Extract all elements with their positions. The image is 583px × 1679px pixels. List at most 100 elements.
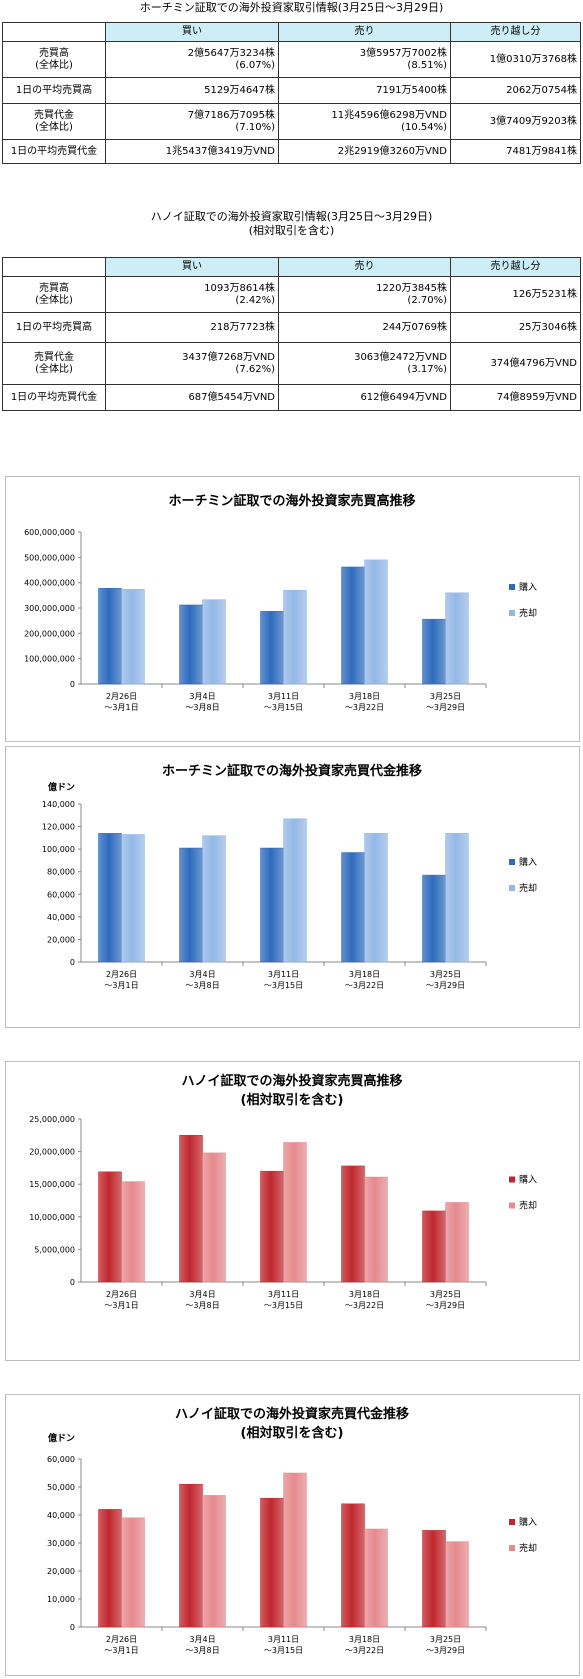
hnx-table-title-subline: (相対取引を含む) [248,224,335,237]
x-tick-label: ～3月22日 [345,1646,384,1655]
bar-buy [260,847,284,963]
table-row: 売買高 (全体比) 1093万8614株 (2.42%) 1220万3845株 (2.… [2,276,581,313]
x-tick-label: ～3月1日 [104,1301,138,1310]
legend-label: 購入 [519,856,537,868]
x-tick-label: ～3月22日 [345,703,384,712]
legend-label: 売却 [519,1542,537,1554]
y-tick-label: 100,000,000 [24,655,75,664]
x-tick-label: ～3月1日 [104,981,138,990]
x-tick-label: 2月26日 [106,970,137,979]
hose-volume-chart-svg: ホーチミン証取での海外投資家売買高推移 0 100,000,000 200,000,0… [24,493,537,712]
y-unit-label: 億ドン [48,1432,75,1444]
y-tick-label: 10,000 [47,1595,75,1604]
y-tick-label: 120,000 [42,823,75,832]
table-row: 売買代金 (全体比) 3437億7268万VND (7.62%) 3063億2472… [2,342,581,385]
x-tick-label: 2月26日 [106,692,137,701]
header-sell: 売り [278,22,451,42]
x-tick-label: 3月18日 [349,1290,380,1299]
row-label: 売買代金 (全体比) [2,103,106,140]
x-tick-label: ～3月8日 [185,981,219,990]
sell-cell: 244万0769株 [278,312,451,343]
y-tick-label: 80,000 [47,868,75,877]
bar-buy [341,852,365,963]
y-tick-label: 20,000 [47,1567,75,1576]
bar-buy [260,1170,284,1283]
x-tick-label: ～3月1日 [104,703,138,712]
x-tick-label: ～3月1日 [104,1646,138,1655]
hnx-trading-table: 買い 売り 売り越し分 売買高 (全体比) 1093万8614株 (2.42%) 1… [2,257,581,411]
y-tick-label: 15,000,000 [29,1180,75,1189]
bar-sell [121,589,145,685]
x-tick-label: ～3月29日 [426,981,465,990]
bar-sell [283,1142,307,1283]
legend-label: 購入 [519,1174,537,1186]
bar-buy [422,874,446,963]
buy-cell: 2億5647万3234株 (6.07%) [105,41,279,78]
y-tick-label: 0 [70,680,75,689]
bar-buy [179,604,203,685]
sell-cell: 3億5957万7002株 (8.51%) [278,41,451,78]
hose-volume-chart: ホーチミン証取での海外投資家売買高推移 0 100,000,000 200,000,0… [5,476,580,742]
x-tick-label: ～3月8日 [185,703,219,712]
legend-swatch [509,1519,515,1525]
y-tick-label: 400,000,000 [24,579,75,588]
x-tick-label: ～3月22日 [345,981,384,990]
bar-buy [341,566,365,685]
x-tick-label: 3月4日 [189,1290,215,1299]
y-tick-label: 300,000,000 [24,604,75,613]
y-unit-label: 億ドン [48,781,75,793]
y-tick-label: 500,000,000 [24,553,75,562]
y-tick-label: 10,000,000 [29,1213,75,1222]
bar-buy [422,618,446,685]
row-label: 売買高 (全体比) [2,276,106,313]
y-tick-label: 50,000 [47,1483,75,1492]
header-buy: 買い [105,22,279,42]
bar-sell [283,590,307,685]
table-row: 1日の平均売買高 5129万4647株 7191万5400株 2062万0754… [2,77,581,104]
bar-sell [202,599,226,685]
bar-sell [283,1472,307,1628]
table-row: 1日の平均売買代金 687億5454万VND 612億6494万VND 74億8… [2,384,581,411]
table-row: 1日の平均売買代金 1兆5437億3419万VND 2兆2919億3260万VN… [2,139,581,164]
y-tick-label: 30,000 [47,1539,75,1548]
y-tick-label: 140,000 [42,800,75,809]
row-label: 売買高 (全体比) [2,41,106,78]
row-label: 売買代金 (全体比) [2,342,106,385]
bar-buy [98,833,122,963]
table-header-row: 買い 売り 売り越し分 [2,257,581,277]
bar-sell [202,835,226,963]
y-tick-label: 20,000 [47,935,75,944]
chart-title: ホーチミン証取での海外投資家売買高推移 [168,493,415,509]
net-cell: 2062万0754株 [450,77,581,104]
x-tick-label: 3月4日 [189,970,215,979]
legend-label: 購入 [519,1516,537,1528]
sell-cell: 11兆4596億6298万VND (10.54%) [278,103,451,140]
x-tick-label: ～3月15日 [264,1646,303,1655]
x-tick-label: 3月25日 [430,1635,461,1644]
bar-buy [98,1509,122,1628]
hnx-table-title-line: ハノイ証取での海外投資家取引情報(3月25日～3月29日) [150,210,433,223]
bar-sell [202,1152,226,1283]
y-tick-label: 0 [70,1623,75,1632]
buy-cell: 218万7723株 [105,312,279,343]
hnx-value-chart-svg: ハノイ証取での海外投資家売買代金推移 (相対取引を含む) 億ドン 0 10,000 20,… [47,1406,537,1655]
bar-sell [445,1541,469,1628]
x-tick-label: 2月26日 [106,1290,137,1299]
buy-cell: 1兆5437億3419万VND [105,139,279,164]
header-net: 売り越し分 [450,22,581,42]
y-tick-label: 60,000 [47,1455,75,1464]
chart-title: ホーチミン証取での海外投資家売買代金推移 [162,763,422,779]
buy-cell: 1093万8614株 (2.42%) [105,276,279,313]
x-tick-label: 3月11日 [268,970,299,979]
table-header-row: 買い 売り 売り越し分 [2,22,581,42]
y-tick-label: 40,000 [47,913,75,922]
hnx-table-title: ハノイ証取での海外投資家取引情報(3月25日～3月29日) (相対取引を含む) [0,210,583,238]
hose-table-title-line: ホーチミン証取での海外投資家取引情報(3月25日～3月29日) [139,1,444,14]
legend-swatch [509,1176,515,1183]
chart-title: ハノイ証取での海外投資家売買代金推移 [175,1406,409,1422]
x-tick-label: ～3月15日 [264,981,303,990]
bar-sell [364,1176,388,1283]
x-tick-label: ～3月22日 [345,1301,384,1310]
header-blank [2,257,106,277]
net-cell: 74億8959万VND [450,384,581,411]
